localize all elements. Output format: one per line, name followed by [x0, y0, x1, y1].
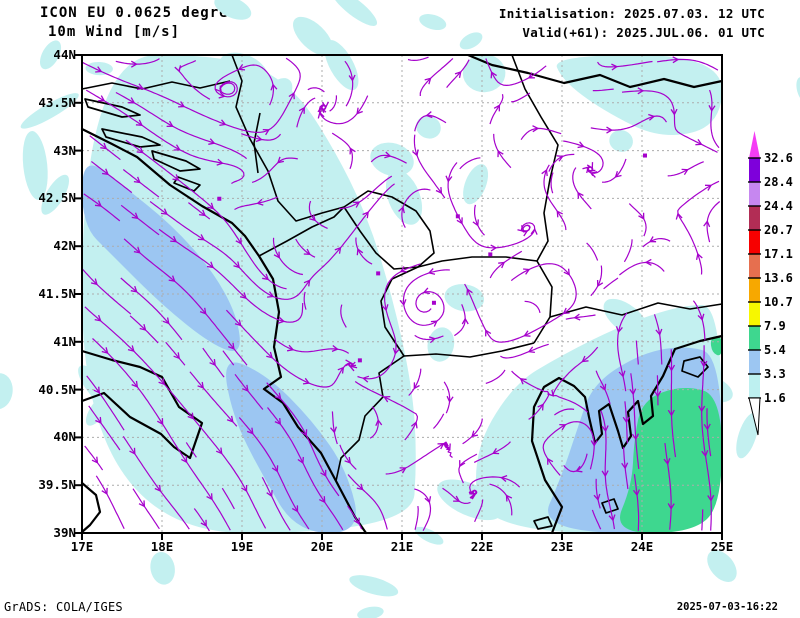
lat-tick-40.5N: 40.5N	[38, 381, 76, 397]
lon-tick-18E: 18E	[150, 539, 174, 554]
lon-tick-22E: 22E	[470, 539, 494, 554]
colorbar-level-17.1: 17.1	[764, 247, 793, 261]
colorbar-level-7.9: 7.9	[764, 319, 786, 333]
wind-streamlines	[82, 56, 721, 532]
lat-tick-43.5N: 43.5N	[38, 94, 76, 110]
lat-tick-39.5N: 39.5N	[38, 477, 76, 493]
model-title: ICON EU 0.0625 degree	[40, 5, 239, 21]
lon-tick-19E: 19E	[230, 539, 254, 554]
lon-tick-25E: 25E	[710, 539, 734, 554]
map-frame	[75, 54, 723, 540]
colorbar	[748, 131, 761, 436]
lat-tick-41N: 41N	[53, 333, 76, 349]
lat-tick-41.5N: 41.5N	[38, 286, 76, 301]
colorbar-level-28.4: 28.4	[764, 175, 793, 189]
lat-tick-42.5N: 42.5N	[38, 190, 76, 206]
lon-tick-24E: 24E	[630, 539, 654, 554]
colorbar-level-24.4: 24.4	[764, 199, 793, 213]
lat-tick-40N: 40N	[53, 429, 76, 445]
colorbar-level-10.7: 10.7	[764, 295, 793, 309]
lon-tick-20E: 20E	[310, 539, 334, 554]
variable-title: 10m Wind [m/s]	[48, 24, 181, 40]
lat-tick-42N: 42N	[53, 238, 76, 254]
country-borders	[81, 53, 723, 482]
lat-tick-39N: 39N	[53, 525, 76, 540]
lon-tick-21E: 21E	[390, 539, 414, 554]
colorbar-level-3.3: 3.3	[764, 367, 786, 381]
colorbar-level-1.6: 1.6	[764, 391, 786, 405]
lon-tick-17E: 17E	[70, 539, 94, 554]
colorbar-level-20.7: 20.7	[764, 223, 793, 237]
lat-tick-43N: 43N	[53, 142, 76, 158]
colorbar-level-32.6: 32.6	[764, 151, 793, 165]
creation-timestamp: 2025-07-03-16:22	[676, 601, 778, 613]
valid-label: Valid(+61): 2025.JUL.06. 01 UTC	[522, 25, 765, 40]
colorbar-level-13.6: 13.6	[764, 271, 793, 285]
grads-credit: GrADS: COLA/IGES	[4, 600, 123, 614]
coastlines	[80, 98, 724, 535]
lon-tick-23E: 23E	[550, 539, 574, 554]
initialisation-label: Initialisation: 2025.07.03. 12 UTC	[498, 6, 765, 21]
colorbar-level-5.4: 5.4	[764, 343, 786, 357]
lat-tick-44N: 44N	[53, 47, 76, 62]
